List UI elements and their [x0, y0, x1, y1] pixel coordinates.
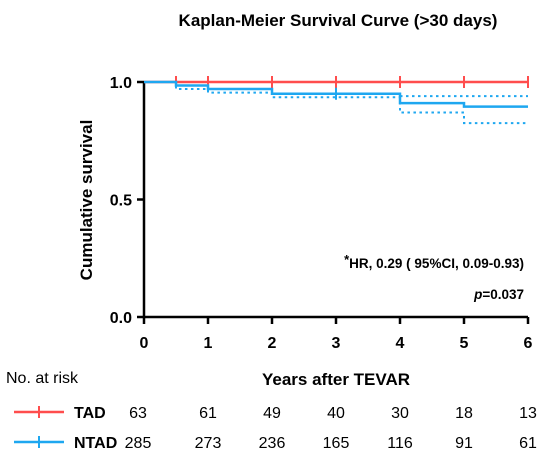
tad-risk-value: 49 — [263, 405, 281, 422]
tad-risk-label: TAD — [74, 405, 106, 422]
chart-title: Kaplan-Meier Survival Curve (>30 days) — [179, 11, 498, 30]
y-axis-title: Cumulative survival — [77, 120, 96, 281]
ntad-risk-value: 116 — [387, 435, 413, 452]
ntad-risk-value: 91 — [455, 435, 473, 452]
risk-table: TAD 63 61 49 40 30 18 13 NTAD 285 273 236 165 116 91 61 — [14, 405, 537, 452]
tad-risk-value: 63 — [129, 405, 147, 422]
x-tick-label: 1 — [204, 335, 213, 352]
tad-risk-value: 61 — [199, 405, 217, 422]
tad-risk-value: 18 — [455, 405, 473, 422]
x-tick-label: 2 — [268, 335, 277, 352]
ntad-survival-line — [144, 80, 528, 108]
ntad-risk-value: 273 — [195, 435, 222, 452]
tad-risk-value: 13 — [519, 405, 537, 422]
x-tick-label: 6 — [524, 335, 533, 352]
p-label: p — [473, 287, 482, 302]
ntad-risk-value: 285 — [125, 435, 152, 452]
ntad-risk-value: 236 — [259, 435, 286, 452]
ntad-risk-label: NTAD — [74, 435, 117, 452]
x-axis-title: Years after TEVAR — [262, 370, 410, 389]
y-tick-label: 1.0 — [110, 75, 132, 92]
risk-table-header: No. at risk — [6, 370, 79, 387]
p-value: =0.037 — [482, 287, 524, 302]
hr-star: * — [344, 252, 350, 267]
ntad-risk-value: 165 — [323, 435, 350, 452]
hr-annotation: *HR, 0.29 ( 95%CI, 0.09-0.93) — [344, 252, 524, 271]
ntad-ci-lower — [144, 81, 528, 125]
x-tick-label: 3 — [332, 335, 341, 352]
tad-risk-value: 30 — [391, 405, 409, 422]
y-tick-label: 0.5 — [110, 193, 132, 210]
p-value-annotation: p=0.037 — [473, 287, 524, 302]
tad-risk-value: 40 — [327, 405, 345, 422]
ntad-risk-value: 61 — [519, 435, 537, 452]
x-tick-label: 4 — [396, 335, 405, 352]
hr-text: HR, 0.29 ( 95%CI, 0.09-0.93) — [349, 256, 524, 271]
x-tick-label: 5 — [460, 335, 469, 352]
y-tick-label: 0.0 — [110, 310, 132, 327]
x-tick-label: 0 — [140, 335, 149, 352]
